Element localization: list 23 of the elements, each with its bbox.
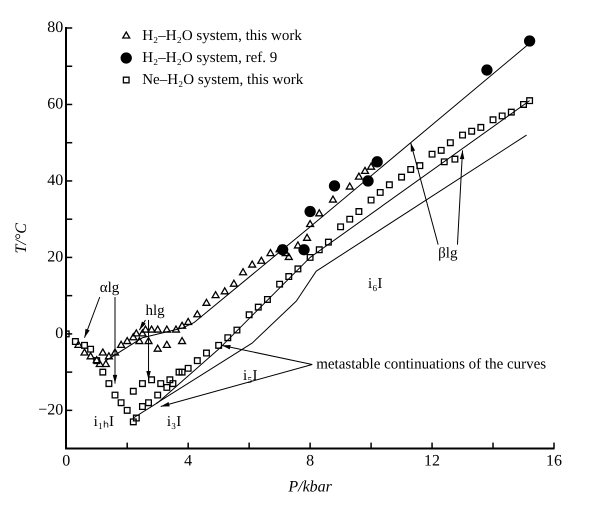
annotation: hlg <box>145 302 166 319</box>
y-tick-label: 40 <box>47 172 64 190</box>
x-tick-label: 12 <box>424 452 440 470</box>
legend-label: Ne–H₂O system, this work <box>142 72 304 88</box>
annotation: βlg <box>438 246 458 262</box>
annotation: i₆I <box>368 276 382 292</box>
annotation: i₃I <box>166 414 182 430</box>
y-tick-label: 0 <box>55 325 64 342</box>
x-tick-label: 8 <box>306 452 314 470</box>
x-axis-title: P/kbar <box>287 478 333 496</box>
annotation: metastable continuations of the curves <box>316 356 546 372</box>
legend-label: H₂–H₂O system, ref. 9 <box>142 50 278 66</box>
y-axis-title: T/°C <box>12 222 30 254</box>
x-tick-label: 4 <box>184 452 192 470</box>
y-tick-label: 60 <box>47 96 64 113</box>
y-tick-label: −20 <box>38 402 64 419</box>
annotation: i₅I <box>243 368 258 384</box>
y-tick-label: 80 <box>47 19 64 36</box>
x-tick-label: 16 <box>546 452 562 470</box>
annotation: αlg <box>100 280 120 296</box>
legend-label: H₂–H₂O system, this work <box>142 28 302 44</box>
y-tick-label: 20 <box>47 248 64 266</box>
annotation: i₁ₕI <box>94 414 114 430</box>
